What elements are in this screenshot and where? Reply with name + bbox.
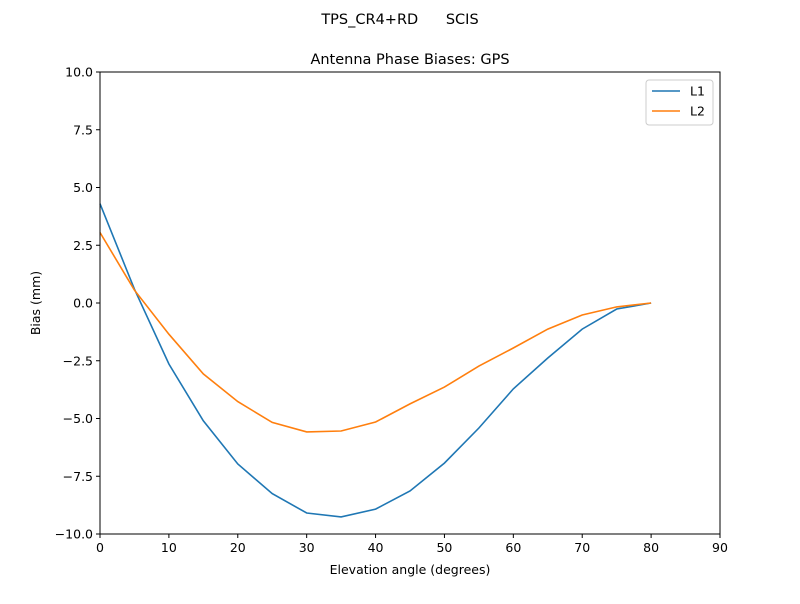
y-tick-label: −10.0 [55, 527, 93, 542]
legend-label-L1: L1 [690, 84, 705, 99]
y-tick-label: 10.0 [65, 65, 93, 80]
y-tick-label: 0.0 [73, 296, 93, 311]
y-tick-label: −2.5 [63, 353, 93, 368]
plot-area-frame [99, 71, 721, 535]
legend-label-L2: L2 [690, 104, 705, 119]
x-tick-label: 90 [712, 540, 728, 555]
x-tick-label: 60 [505, 540, 521, 555]
x-tick-label: 10 [161, 540, 177, 555]
x-tick-label: 40 [368, 540, 384, 555]
series-line-L1 [99, 203, 652, 518]
chart-title: Antenna Phase Biases: GPS [310, 52, 509, 68]
x-tick-label: 0 [96, 540, 104, 555]
x-axis-label: Elevation angle (degrees) [330, 562, 491, 577]
y-axis-label: Bias (mm) [28, 271, 43, 335]
y-tick-label: 7.5 [73, 122, 93, 137]
y-tick-label: −7.5 [63, 469, 93, 484]
x-tick-label: 20 [230, 540, 246, 555]
y-tick-label: −5.0 [63, 411, 93, 426]
x-tick-label: 30 [299, 540, 315, 555]
x-tick-label: 80 [643, 540, 659, 555]
series-line-L2 [99, 232, 652, 433]
suptitle: TPS_CR4+RD SCIS [320, 12, 478, 28]
y-tick-label: 5.0 [73, 180, 93, 195]
x-tick-label: 70 [574, 540, 590, 555]
x-tick-label: 50 [436, 540, 452, 555]
y-tick-label: 2.5 [73, 238, 93, 253]
